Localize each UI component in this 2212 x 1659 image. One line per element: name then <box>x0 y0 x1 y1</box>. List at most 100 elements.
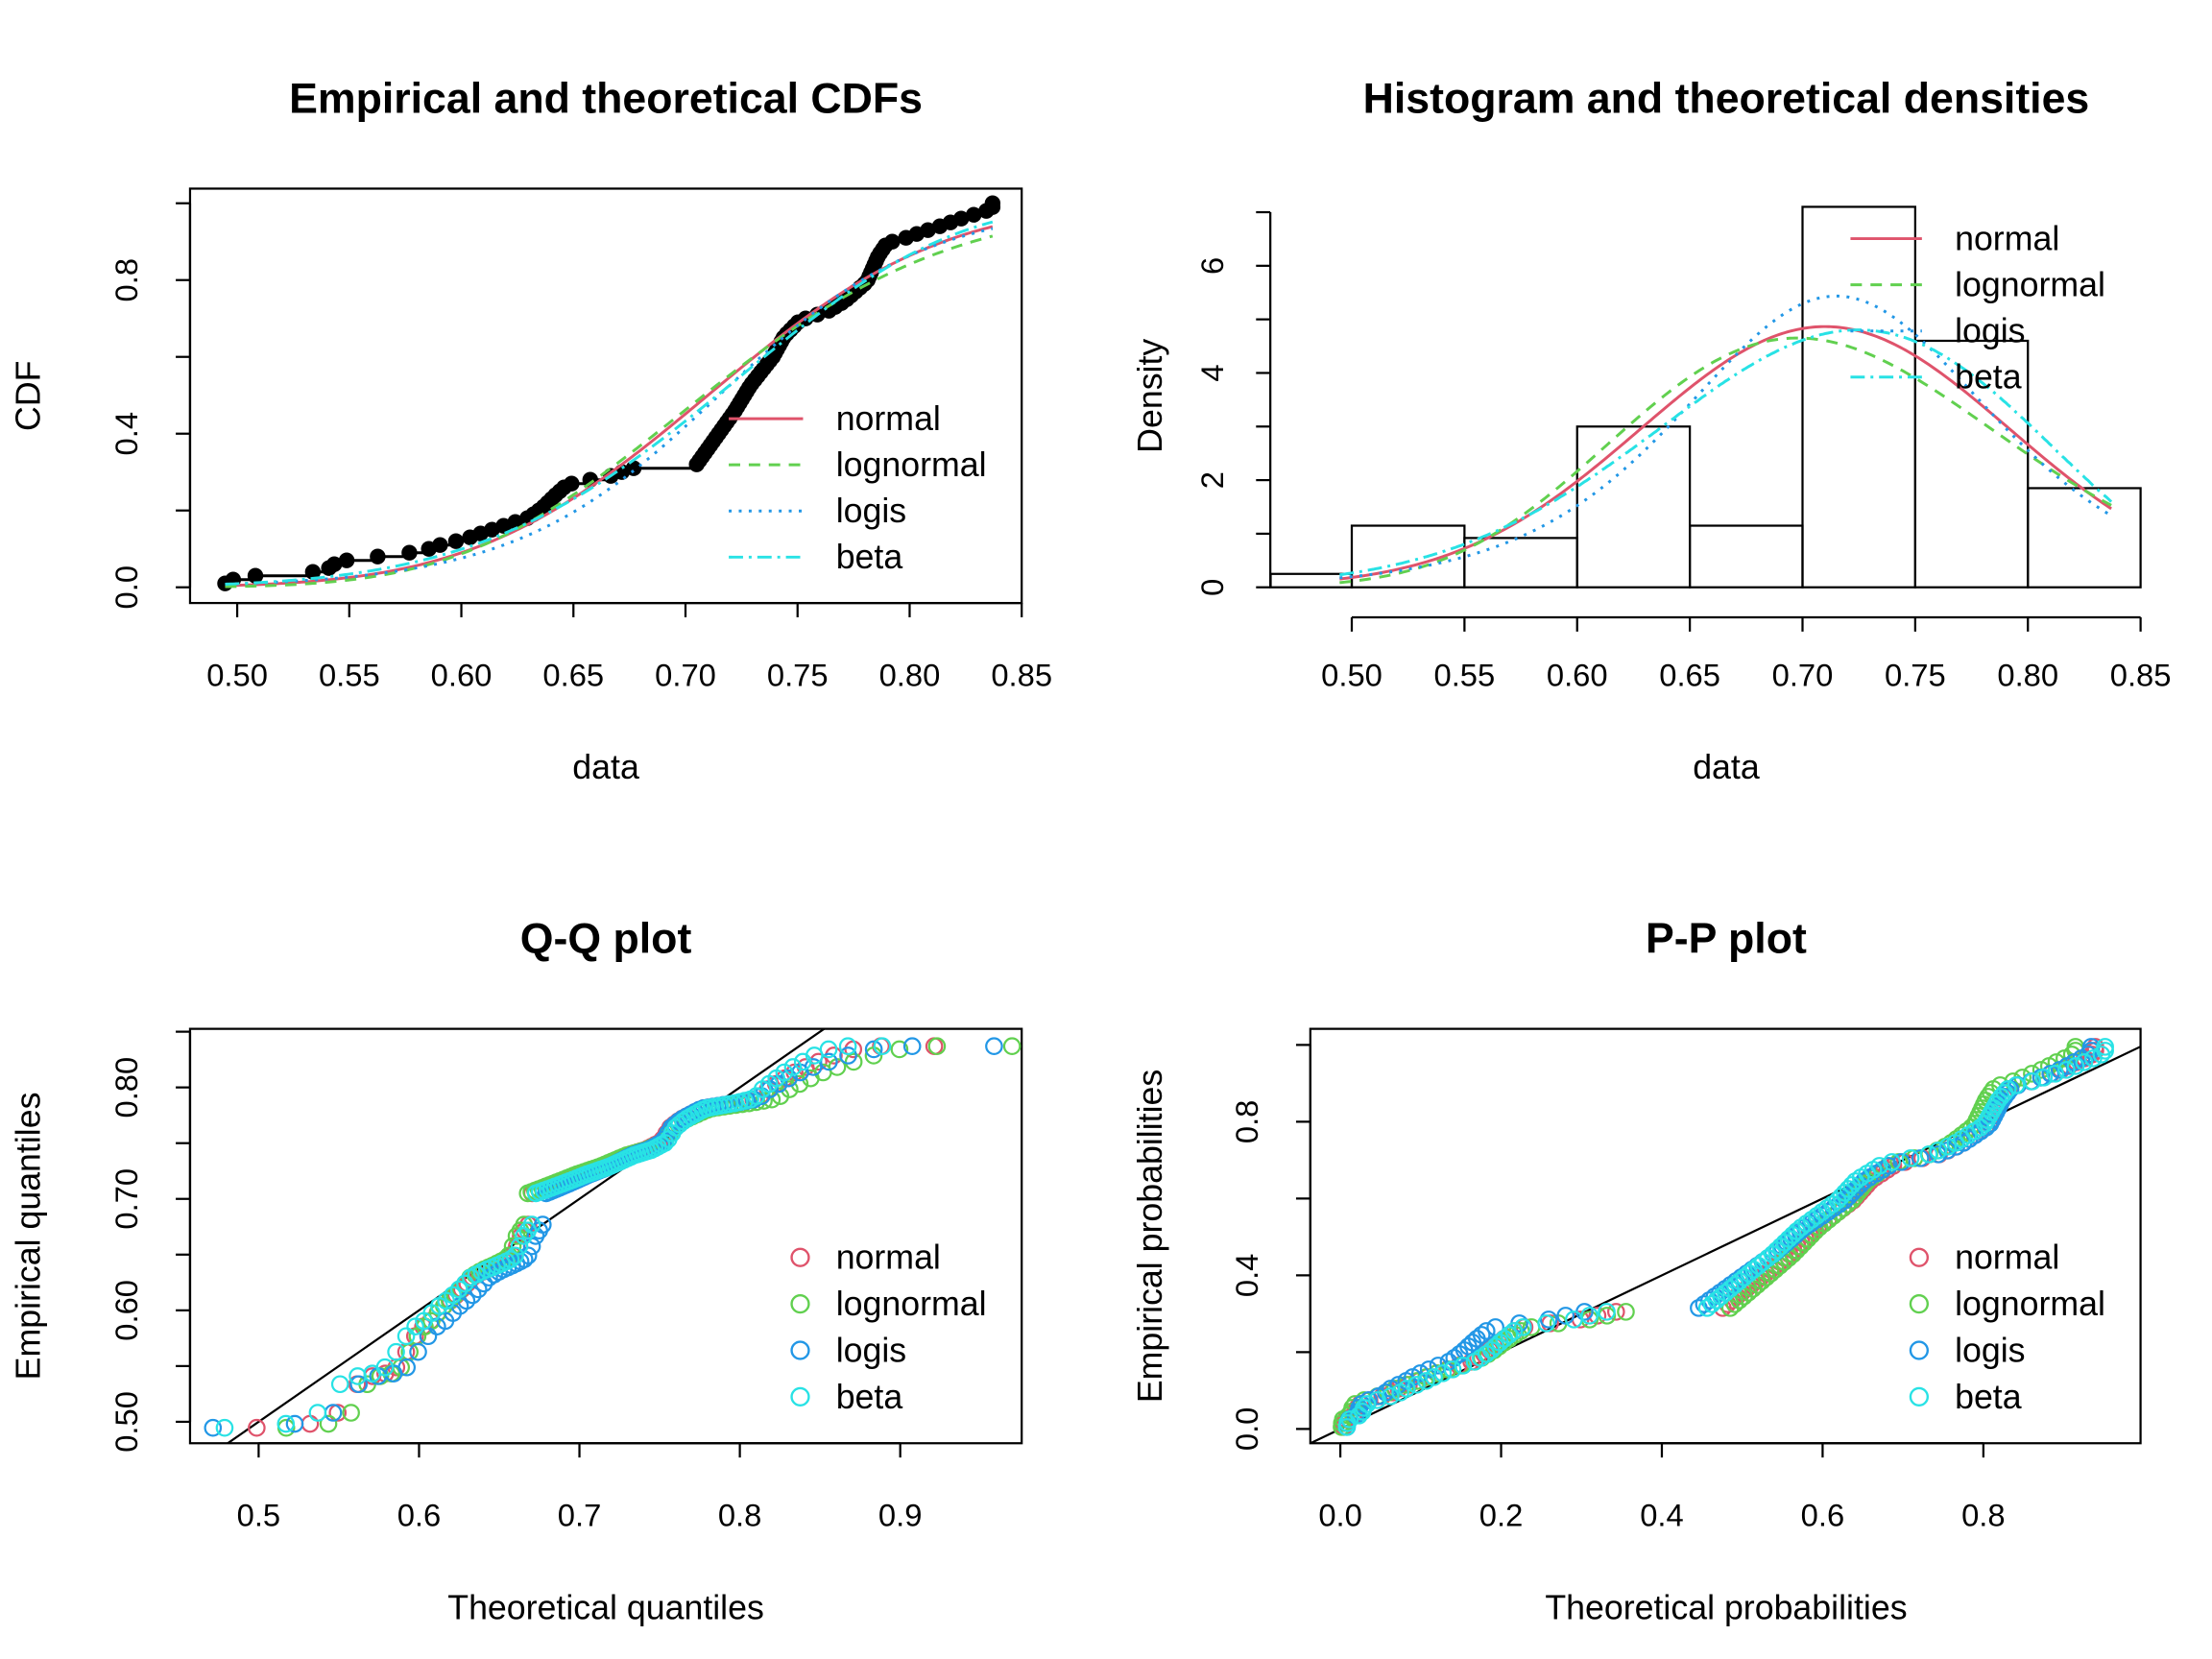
beta-pp-point <box>1870 1157 1888 1175</box>
beta-pp-point <box>1500 1326 1519 1344</box>
cdf-panel-title: Empirical and theoretical CDFs <box>289 76 923 123</box>
beta-pp-point <box>1433 1364 1453 1382</box>
ecdf-point <box>966 206 982 223</box>
logis-qq-point <box>533 1215 552 1234</box>
normal-legend-marker <box>790 1247 810 1267</box>
logis-qq-point <box>397 1358 416 1377</box>
ecdf-point <box>401 544 418 561</box>
density-y-tick-label: 6 <box>1194 257 1230 275</box>
beta-pp-point <box>1355 1399 1373 1417</box>
pp-panel-ylabel: Empirical probabilities <box>1131 1070 1169 1403</box>
pp-y-tick-label: 0.0 <box>1229 1407 1264 1452</box>
beta-legend-label: beta <box>836 538 903 576</box>
logis-qq-point <box>285 1414 304 1433</box>
beta-pp-point <box>1883 1153 1901 1171</box>
logis-pp-point <box>1911 1149 1930 1167</box>
logis-density-curve <box>1339 294 2112 580</box>
beta-qq-point <box>775 1063 794 1082</box>
density-x-tick-label: 0.55 <box>1434 657 1496 692</box>
logis-legend-marker <box>790 1340 810 1360</box>
pp-panel-title: P-P plot <box>1646 916 1807 963</box>
logis-pp-point <box>1478 1322 1496 1340</box>
density-x-tick-label: 0.65 <box>1659 657 1720 692</box>
beta-pp-point <box>1901 1149 1920 1167</box>
beta-density-curve <box>1339 328 2113 577</box>
histogram-bar <box>2027 487 2142 589</box>
ecdf-point <box>984 195 1001 211</box>
pp-x-tick-label: 0.4 <box>1640 1498 1684 1533</box>
logis-qq-point <box>985 1037 1003 1055</box>
beta-qq-point <box>501 1250 520 1268</box>
beta-pp-point <box>1919 1145 1938 1164</box>
beta-qq-point <box>506 1246 524 1265</box>
qq-legend: normal lognormal logis beta <box>790 1238 987 1416</box>
density-x-tick-label: 0.50 <box>1321 657 1382 692</box>
density-legend: normal lognormal logis beta <box>1850 219 2105 397</box>
logis-qq-point <box>902 1037 922 1055</box>
qq-x-tick-label: 0.5 <box>237 1498 281 1533</box>
logis-pp-point <box>1892 1153 1911 1171</box>
density-x-tick-label: 0.80 <box>1997 657 2058 692</box>
beta-pp-point <box>1537 1314 1555 1333</box>
density-panel-ylabel: Density <box>1131 339 1169 453</box>
ecdf-point <box>625 460 642 476</box>
logis-qq-point <box>804 1058 823 1076</box>
beta-pp-point <box>2057 1061 2076 1079</box>
cdf-x-tick-label: 0.55 <box>319 657 380 692</box>
beta-pp-points <box>1337 1038 2114 1436</box>
qq-panel-ylabel: Empirical quantiles <box>10 1093 48 1381</box>
cdf-y-tick-label: 0.0 <box>108 565 144 610</box>
beta-legend-marker <box>790 1386 810 1407</box>
cdf-x-tick-label: 0.75 <box>767 657 829 692</box>
cdf-y-tick-label: 0.8 <box>108 258 144 302</box>
pp-x-tick-label: 0.8 <box>1961 1498 2006 1533</box>
ecdf-point <box>370 548 386 565</box>
density-y-tick-label: 2 <box>1194 471 1230 489</box>
lognormal-qq-point <box>781 1080 799 1098</box>
normal-qq-point <box>248 1418 266 1437</box>
normal-legend-label: normal <box>1955 219 2059 257</box>
logis-qq-point <box>864 1040 883 1059</box>
qq-y-tick-label: 0.70 <box>108 1168 144 1230</box>
cdf-x-tick-label: 0.60 <box>431 657 493 692</box>
qq-y-tick-label: 0.60 <box>108 1280 144 1341</box>
beta-qq-point <box>449 1280 469 1299</box>
beta-qq-point <box>397 1327 416 1346</box>
logis-cdf-curve <box>225 227 994 586</box>
beta-qq-point <box>215 1418 234 1437</box>
ecdf-point <box>447 533 465 549</box>
beta-qq-point <box>783 1058 803 1076</box>
logis-legend-marker <box>1909 1340 1930 1360</box>
normal-legend-marker <box>1909 1247 1930 1267</box>
lognormal-legend-marker <box>1909 1294 1930 1314</box>
normal-density-curve <box>1339 325 2112 581</box>
beta-pp-point <box>2007 1076 2026 1094</box>
qq-x-tick-label: 0.7 <box>558 1498 602 1533</box>
beta-pp-point <box>1514 1318 1532 1336</box>
lognormal-legend-label: lognormal <box>836 1285 987 1323</box>
logis-qq-point <box>820 1052 838 1071</box>
qq-x-tick-label: 0.8 <box>718 1498 762 1533</box>
pp-y-tick-label: 0.8 <box>1229 1100 1264 1144</box>
density-x-tick-label: 0.75 <box>1885 657 1946 692</box>
ecdf-point <box>952 210 970 227</box>
beta-pp-point <box>1580 1307 1599 1325</box>
normal-qq-points <box>248 1037 944 1437</box>
cdf-legend: normal lognormal logis beta <box>729 399 987 576</box>
histogram-bar <box>1913 339 2030 589</box>
lognormal-pp-point <box>1617 1303 1635 1321</box>
beta-qq-point <box>522 1215 541 1234</box>
beta-qq-point <box>819 1040 838 1059</box>
beta-pp-point <box>2066 1057 2085 1075</box>
lognormal-qq-point <box>319 1414 338 1433</box>
beta-qq-point <box>308 1404 327 1422</box>
pp-y-tick-label: 0.4 <box>1229 1254 1264 1298</box>
ecdf-point <box>338 552 355 568</box>
ecdf-point <box>247 567 264 584</box>
beta-qq-points <box>215 1037 892 1437</box>
density-y-tick-label: 0 <box>1194 579 1230 596</box>
cdf-x-tick-label: 0.80 <box>879 657 941 692</box>
beta-legend-marker <box>1909 1386 1930 1407</box>
normal-pp-point <box>1606 1303 1625 1321</box>
